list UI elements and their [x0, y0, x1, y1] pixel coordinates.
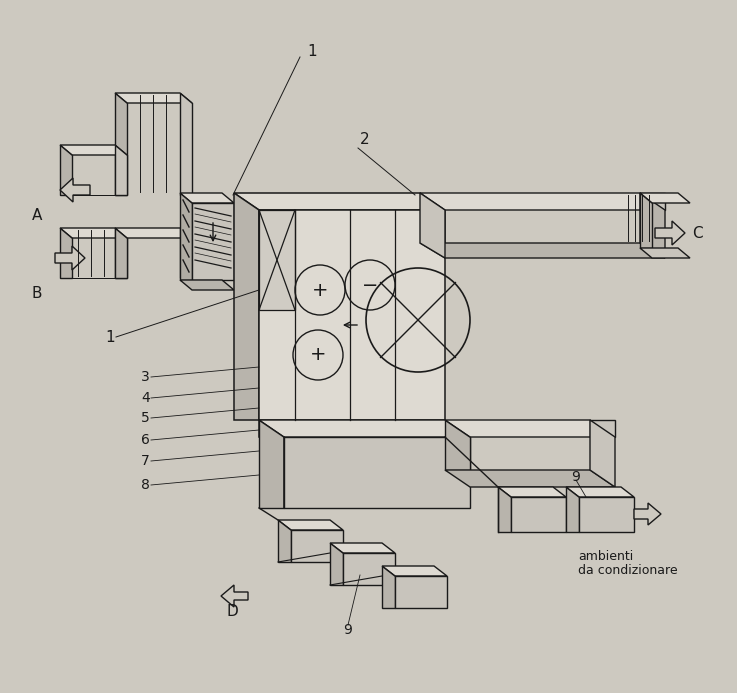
- Polygon shape: [192, 203, 234, 280]
- Polygon shape: [498, 487, 511, 532]
- Polygon shape: [60, 228, 72, 278]
- Polygon shape: [55, 246, 85, 270]
- Text: +: +: [312, 281, 328, 299]
- Polygon shape: [579, 497, 634, 532]
- Text: C: C: [692, 225, 702, 240]
- Polygon shape: [634, 503, 661, 525]
- Text: 3: 3: [142, 370, 150, 384]
- Polygon shape: [640, 193, 652, 248]
- Polygon shape: [655, 221, 685, 245]
- Text: B: B: [32, 286, 42, 301]
- Polygon shape: [382, 566, 447, 576]
- Polygon shape: [640, 193, 665, 210]
- Text: 1: 1: [105, 329, 115, 344]
- Polygon shape: [221, 585, 248, 607]
- Polygon shape: [330, 543, 343, 585]
- Polygon shape: [445, 470, 615, 487]
- Polygon shape: [115, 145, 127, 195]
- Polygon shape: [180, 193, 234, 203]
- Polygon shape: [420, 243, 665, 258]
- Polygon shape: [395, 576, 447, 608]
- Polygon shape: [259, 420, 470, 437]
- Text: ambienti: ambienti: [578, 550, 633, 563]
- Polygon shape: [590, 420, 615, 437]
- Polygon shape: [234, 193, 259, 420]
- Text: A: A: [32, 207, 42, 222]
- Text: 7: 7: [142, 454, 150, 468]
- Text: 8: 8: [141, 478, 150, 492]
- Polygon shape: [590, 420, 615, 487]
- Polygon shape: [115, 93, 127, 195]
- Polygon shape: [180, 228, 192, 278]
- Polygon shape: [291, 530, 343, 562]
- Polygon shape: [566, 487, 579, 532]
- Polygon shape: [640, 193, 665, 258]
- Polygon shape: [180, 193, 192, 280]
- Polygon shape: [234, 193, 445, 210]
- Polygon shape: [640, 193, 690, 203]
- Polygon shape: [115, 228, 127, 278]
- Polygon shape: [60, 178, 90, 202]
- Text: 6: 6: [141, 433, 150, 447]
- Polygon shape: [566, 487, 634, 497]
- Polygon shape: [330, 543, 395, 553]
- Polygon shape: [382, 566, 395, 608]
- Polygon shape: [498, 487, 566, 497]
- Polygon shape: [259, 210, 445, 420]
- Polygon shape: [60, 228, 127, 238]
- Text: +: +: [310, 346, 326, 365]
- Polygon shape: [640, 248, 690, 258]
- Text: −: −: [362, 276, 378, 295]
- Text: da condizionare: da condizionare: [578, 563, 677, 577]
- Text: 4: 4: [142, 391, 150, 405]
- Polygon shape: [259, 210, 295, 310]
- Text: 2: 2: [360, 132, 370, 148]
- Polygon shape: [511, 497, 566, 532]
- Polygon shape: [180, 280, 234, 290]
- Text: 5: 5: [142, 411, 150, 425]
- Polygon shape: [284, 437, 470, 508]
- Polygon shape: [259, 420, 284, 508]
- Polygon shape: [420, 193, 445, 258]
- Polygon shape: [60, 145, 72, 195]
- Polygon shape: [278, 520, 291, 562]
- Text: 1: 1: [307, 44, 317, 60]
- Polygon shape: [445, 420, 470, 470]
- Polygon shape: [60, 145, 127, 155]
- Text: D: D: [226, 604, 238, 620]
- Polygon shape: [278, 520, 343, 530]
- Polygon shape: [115, 228, 127, 278]
- Polygon shape: [115, 93, 192, 103]
- Text: 9: 9: [343, 623, 352, 637]
- Polygon shape: [420, 193, 665, 210]
- Polygon shape: [180, 93, 192, 195]
- Text: 9: 9: [572, 470, 581, 484]
- Polygon shape: [115, 228, 192, 238]
- Polygon shape: [343, 553, 395, 585]
- Polygon shape: [445, 420, 615, 437]
